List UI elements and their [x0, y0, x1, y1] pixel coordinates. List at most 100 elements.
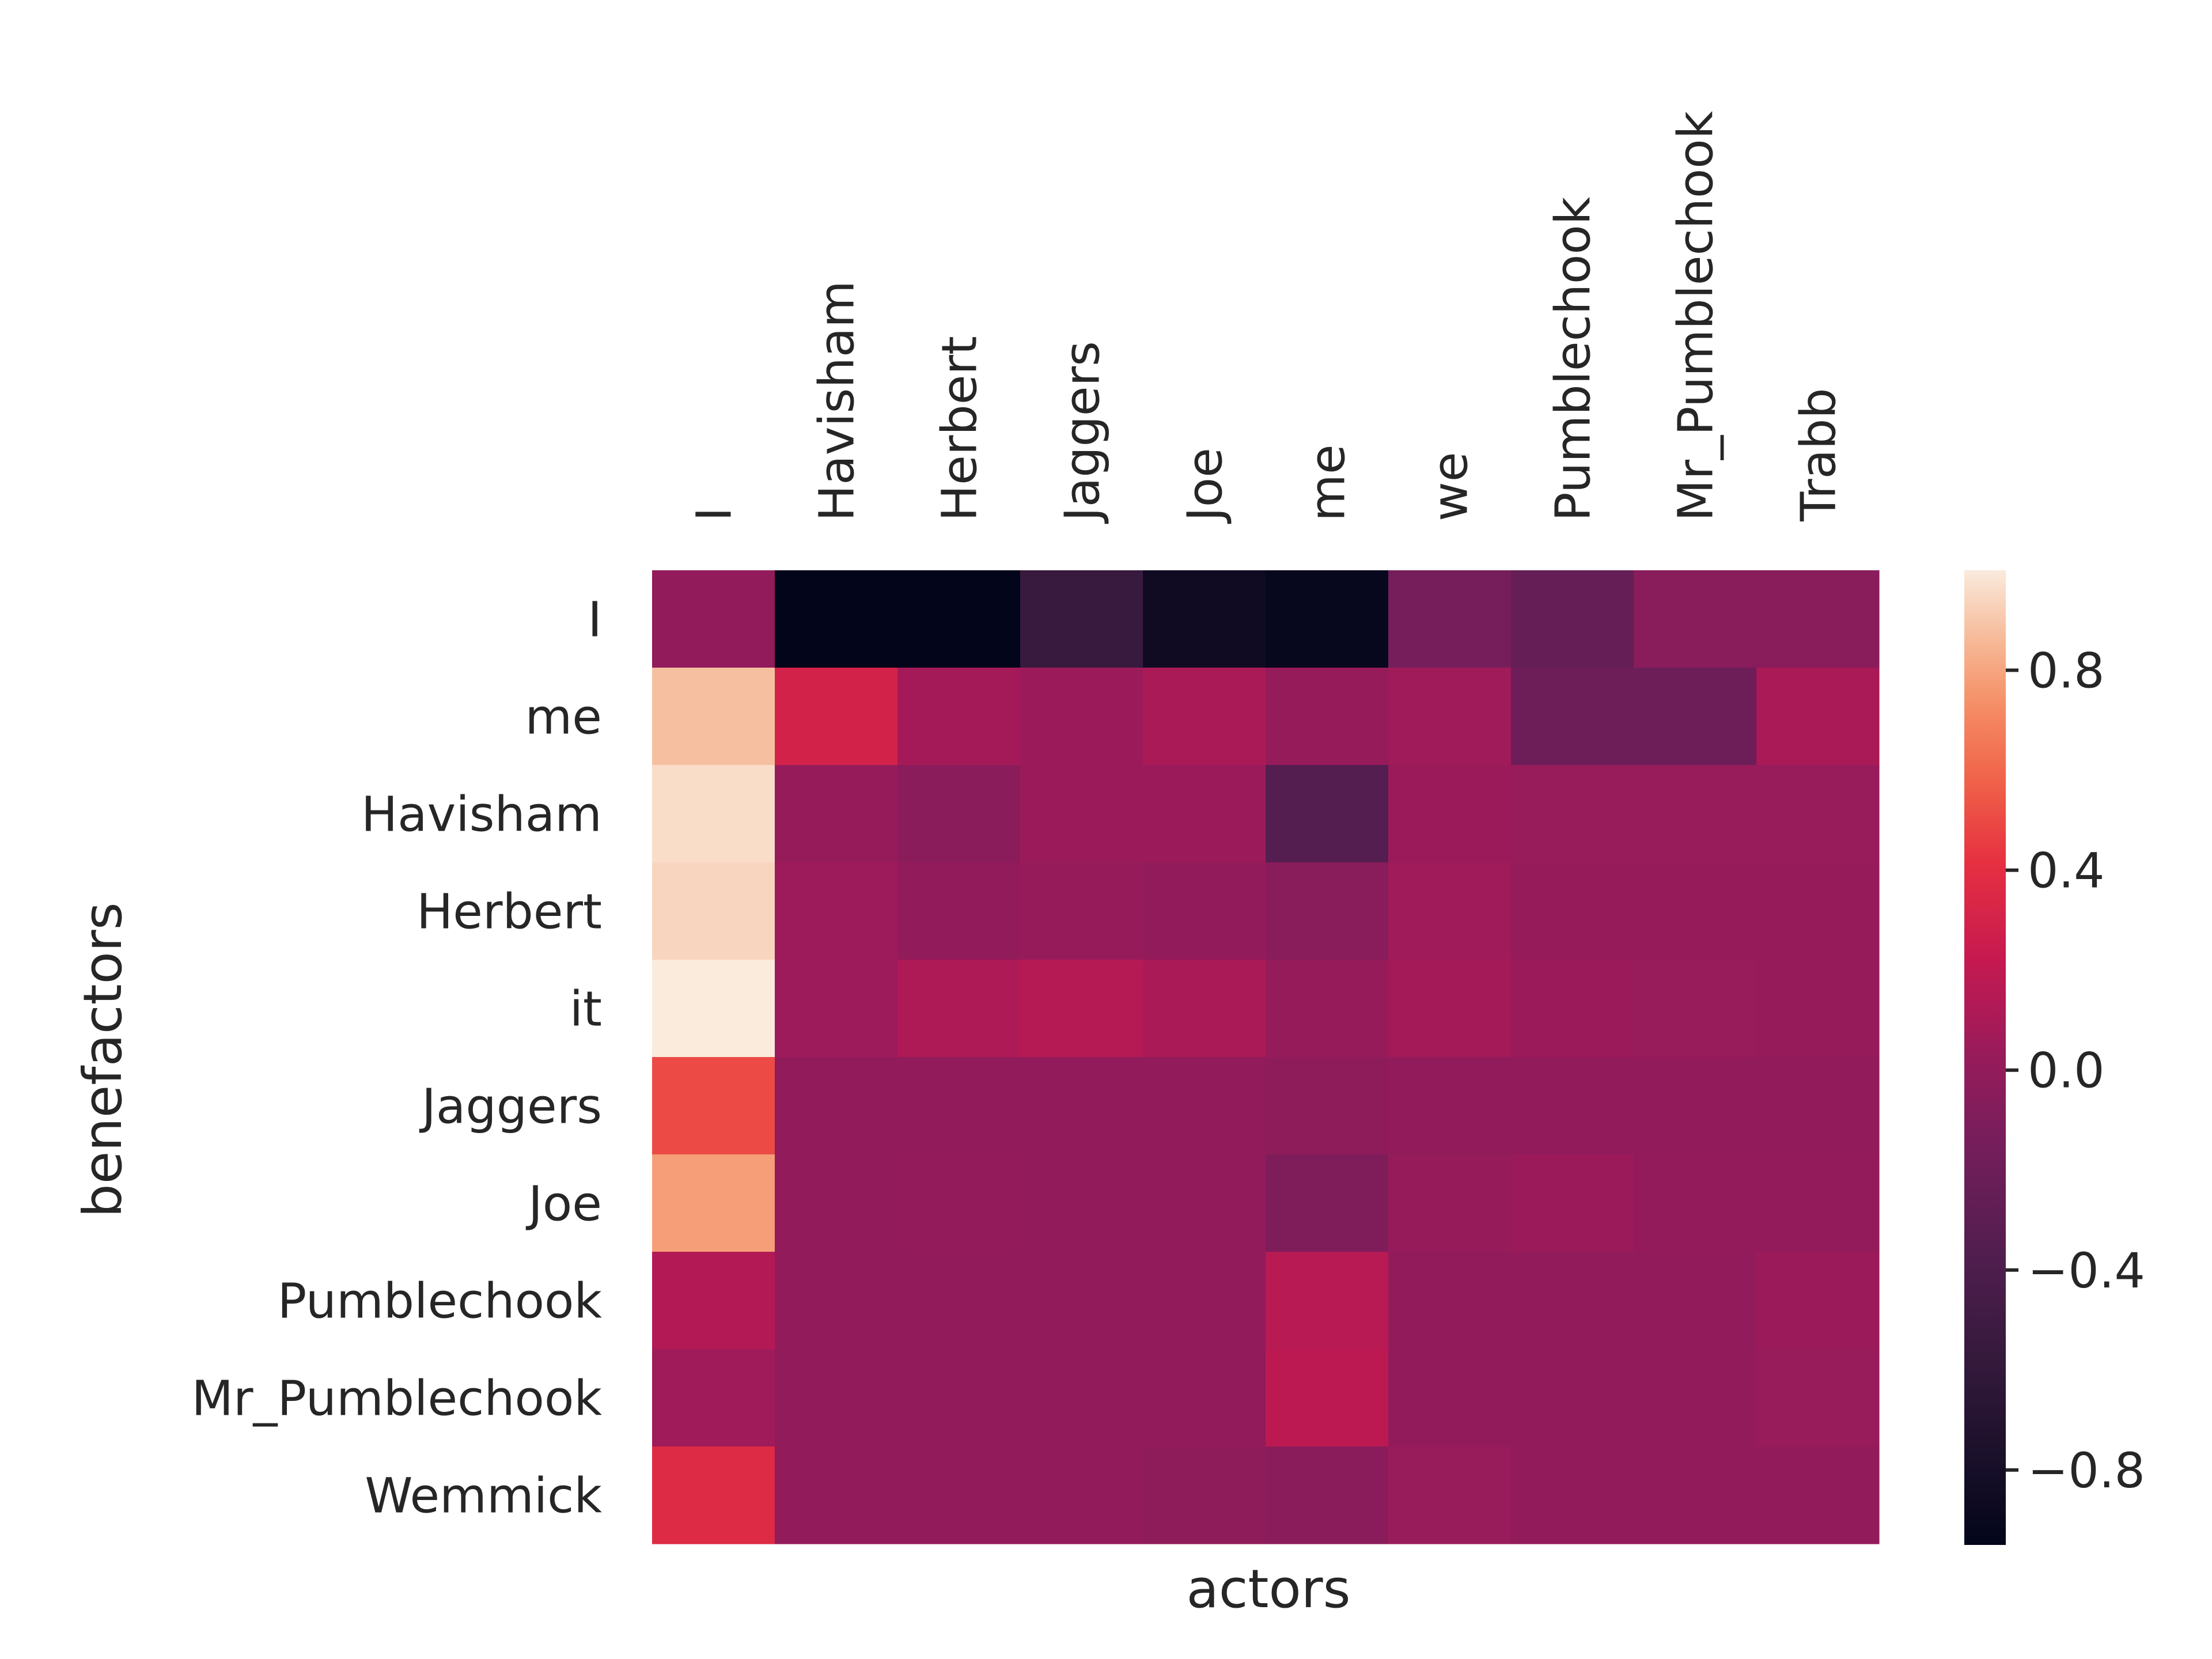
heatmap-cell: [1020, 765, 1143, 863]
heatmap-cell: [775, 1154, 898, 1252]
heatmap-cell: [775, 1252, 898, 1350]
heatmap-cell: [1634, 668, 1757, 766]
heatmap-cell: [1143, 1446, 1266, 1544]
heatmap-cell: [1020, 960, 1143, 1058]
heatmap-cell: [1266, 862, 1389, 960]
colorbar-tick-label: 0.0: [2028, 1043, 2105, 1099]
heatmap-cell: [1388, 862, 1512, 960]
heatmap-cell: [897, 570, 1021, 668]
heatmap-cell: [1020, 570, 1143, 668]
heatmap-cell: [1756, 862, 1880, 960]
heatmap-cell: [1143, 668, 1266, 766]
heatmap-cell: [1020, 1154, 1143, 1252]
heatmap-cell: [1634, 1349, 1757, 1447]
heatmap-cell: [897, 1057, 1021, 1155]
heatmap-cell: [652, 1154, 775, 1252]
heatmap-cell: [1634, 1252, 1757, 1350]
heatmap-cell: [1020, 1252, 1143, 1350]
heatmap-cells: [652, 570, 1880, 1544]
heatmap-cell: [1020, 862, 1143, 960]
heatmap-cell: [1020, 1057, 1143, 1155]
x-tick-label: Joe: [1177, 448, 1233, 524]
heatmap-cell: [1143, 1057, 1266, 1155]
heatmap-cell: [1511, 570, 1634, 668]
heatmap-cell: [1143, 1349, 1266, 1447]
heatmap-cell: [1143, 960, 1266, 1058]
y-axis-title: benefactors: [72, 902, 134, 1217]
heatmap-cell: [1266, 1057, 1389, 1155]
heatmap-cell: [1511, 765, 1634, 863]
heatmap-cell: [897, 1154, 1021, 1252]
x-tick-label: Trabb: [1790, 388, 1847, 522]
x-tick-label: Mr_Pumblechook: [1668, 111, 1724, 521]
heatmap-cell: [1388, 765, 1512, 863]
colorbar-tick-label: 0.4: [2028, 843, 2105, 899]
heatmap-cell: [1634, 960, 1757, 1058]
heatmap-cell: [1634, 570, 1757, 668]
heatmap-cell: [1756, 1446, 1880, 1544]
heatmap-cell: [1511, 1057, 1634, 1155]
heatmap-cell: [1388, 1154, 1512, 1252]
colorbar-tick-label: −0.4: [2028, 1243, 2145, 1299]
y-tick-label: Pumblechook: [278, 1273, 603, 1330]
heatmap-cell: [652, 1349, 775, 1447]
heatmap-cell: [1388, 570, 1512, 668]
heatmap-cell: [775, 668, 898, 766]
heatmap-cell: [1756, 1057, 1880, 1155]
heatmap-cell: [897, 1349, 1021, 1447]
x-tick-label: me: [1300, 444, 1356, 521]
heatmap-cell: [897, 960, 1021, 1058]
heatmap-cell: [1511, 1446, 1634, 1544]
heatmap-cell: [897, 862, 1021, 960]
heatmap-cell: [1388, 960, 1512, 1058]
heatmap-cell: [1511, 1349, 1634, 1447]
heatmap-cell: [1756, 960, 1880, 1058]
heatmap-cell: [1756, 1252, 1880, 1350]
heatmap-cell: [1266, 960, 1389, 1058]
heatmap-cell: [1020, 1349, 1143, 1447]
y-tick-label: Havisham: [361, 786, 602, 843]
heatmap-cell: [1266, 570, 1389, 668]
heatmap-cell: [897, 1446, 1021, 1544]
heatmap-cell: [775, 570, 898, 668]
heatmap-cell: [1143, 862, 1266, 960]
heatmap-cell: [775, 1349, 898, 1447]
heatmap-cell: [1388, 1349, 1512, 1447]
heatmap-cell: [1388, 1446, 1512, 1544]
heatmap-cell: [775, 862, 898, 960]
heatmap-cell: [1143, 1252, 1266, 1350]
heatmap-cell: [897, 1252, 1021, 1350]
y-tick-label: Jaggers: [419, 1078, 602, 1135]
heatmap-cell: [1143, 1154, 1266, 1252]
heatmap-cell: [1266, 1154, 1389, 1252]
colorbar: [1964, 570, 2006, 1545]
heatmap-cell: [1756, 668, 1880, 766]
y-tick-label: Wemmick: [365, 1468, 602, 1524]
heatmap-cell: [1511, 668, 1634, 766]
heatmap-cell: [652, 862, 775, 960]
heatmap-cell: [1634, 765, 1757, 863]
heatmap-cell: [1143, 765, 1266, 863]
y-tick-label: Joe: [525, 1176, 602, 1232]
heatmap-cell: [1756, 1154, 1880, 1252]
heatmap-cell: [1266, 668, 1389, 766]
y-tick-label: Herbert: [416, 884, 602, 940]
heatmap-cell: [1388, 1252, 1512, 1350]
x-tick-label: we: [1422, 452, 1479, 521]
x-tick-label: Havisham: [809, 281, 865, 521]
heatmap-cell: [1634, 862, 1757, 960]
heatmap-cell: [1634, 1446, 1757, 1544]
heatmap-cell: [1143, 570, 1266, 668]
heatmap-cell: [1511, 960, 1634, 1058]
heatmap-cell: [897, 765, 1021, 863]
y-tick-label: it: [570, 981, 602, 1037]
heatmap-cell: [1511, 1252, 1634, 1350]
heatmap-cell: [652, 960, 775, 1058]
heatmap-cell: [775, 1446, 898, 1544]
colorbar-tick-label: −0.8: [2028, 1442, 2145, 1499]
x-axis-title: actors: [1186, 1558, 1350, 1620]
heatmap-cell: [1020, 668, 1143, 766]
heatmap-cell: [1756, 1349, 1880, 1447]
heatmap-cell: [897, 668, 1021, 766]
heatmap-cell: [1756, 570, 1880, 668]
